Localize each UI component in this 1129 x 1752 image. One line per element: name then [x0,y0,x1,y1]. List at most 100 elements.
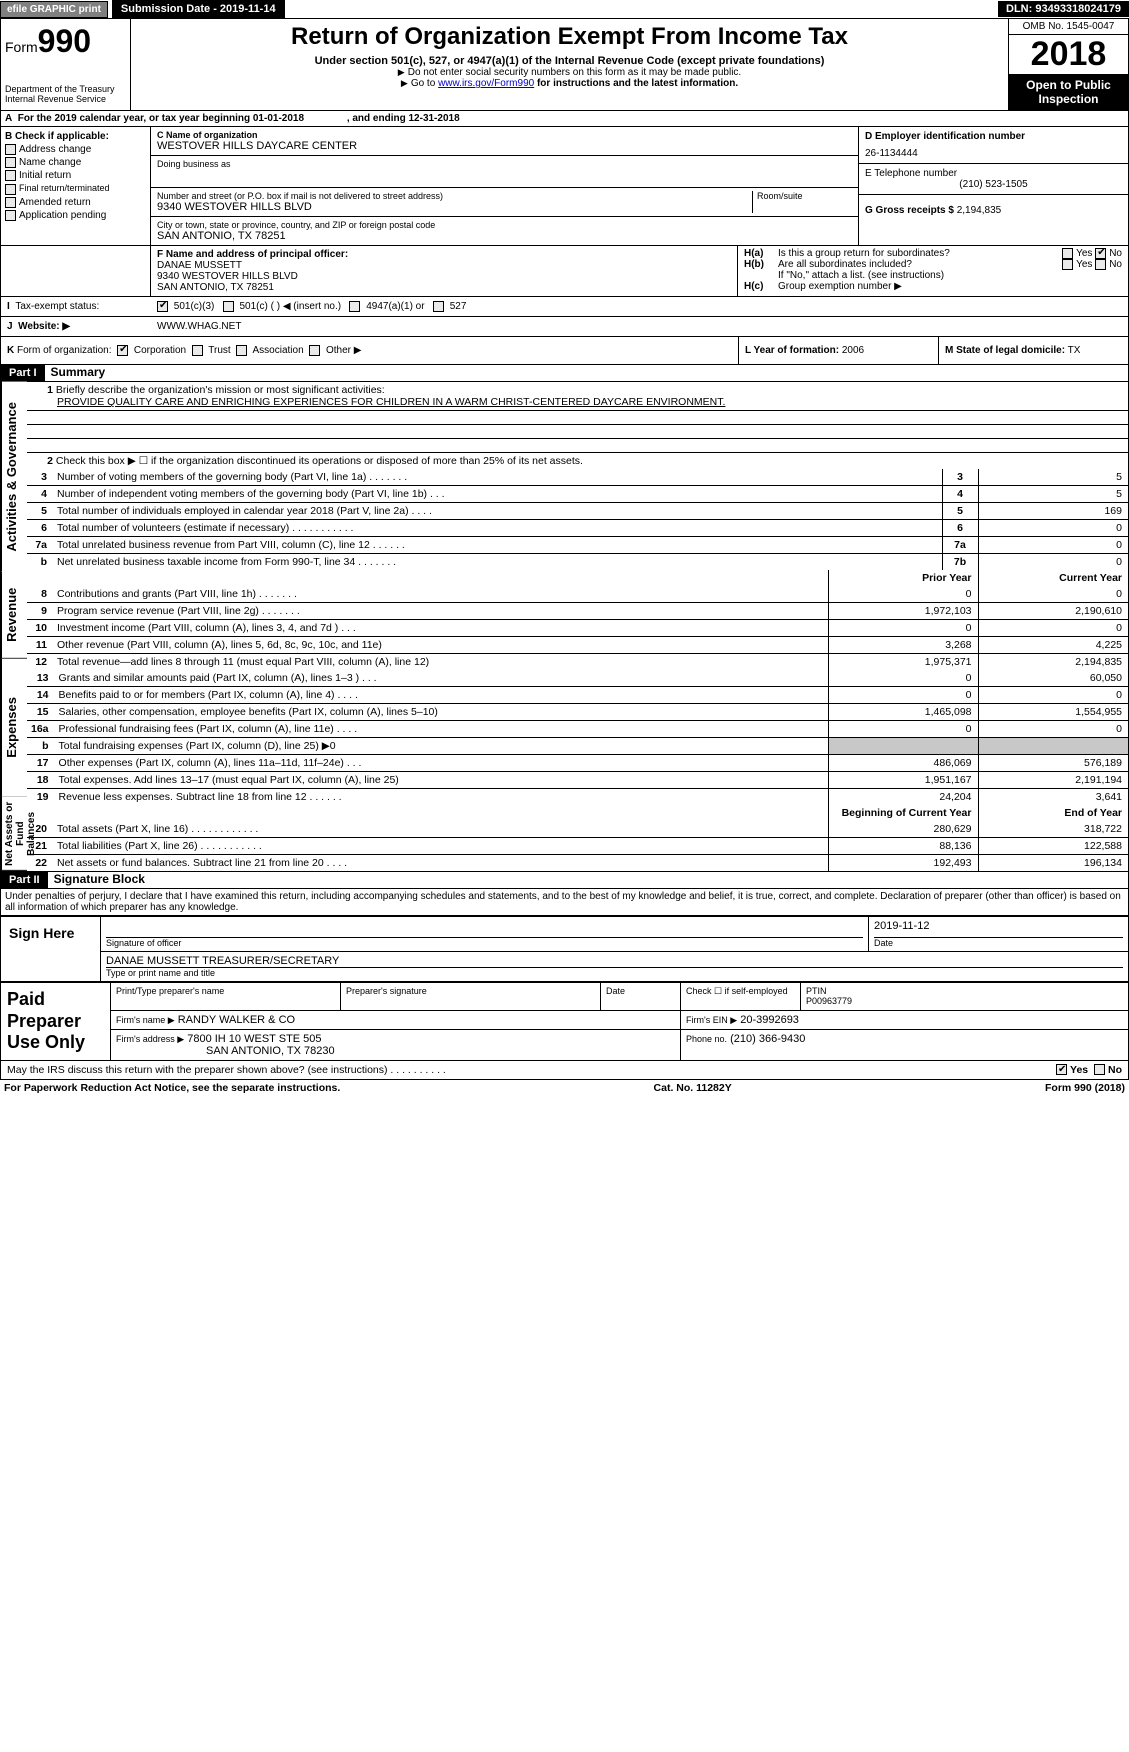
table-row: 22Net assets or fund balances. Subtract … [27,855,1128,872]
row-a: A For the 2019 calendar year, or tax yea… [0,111,1129,127]
chk-initial-return[interactable]: Initial return [5,170,146,181]
table-row: 14Benefits paid to or for members (Part … [27,687,1128,704]
chk-assoc[interactable] [236,345,247,356]
table-row: bNet unrelated business taxable income f… [27,554,1128,571]
prep-sig-label: Preparer's signature [341,983,601,1010]
table-row: 9Program service revenue (Part VIII, lin… [27,603,1128,620]
phone-label: E Telephone number [865,168,1122,179]
table-row: 17Other expenses (Part IX, column (A), l… [27,755,1128,772]
chk-final-return[interactable]: Final return/terminated [5,183,146,194]
discuss-no[interactable] [1094,1064,1105,1075]
phone-value: (210) 523-1505 [865,179,1122,190]
vlabel-governance: Activities & Governance [1,382,27,572]
line2: 2 Check this box ▶ ☐ if the organization… [27,453,1128,469]
chk-app-pending[interactable]: Application pending [5,210,146,221]
footer-left: For Paperwork Reduction Act Notice, see … [4,1082,340,1094]
vlabel-revenue: Revenue [1,572,27,659]
chk-4947[interactable] [349,301,360,312]
governance-table: 3Number of voting members of the governi… [27,469,1128,570]
hq-b: Are all subordinates included? [778,259,1062,270]
website-row: J Website: ▶ WWW.WHAG.NET [0,317,1129,337]
sign-here-block: Sign Here Signature of officer 2019-11-1… [0,916,1129,982]
website-value: WWW.WHAG.NET [151,317,1128,336]
paid-preparer-label: Paid Preparer Use Only [1,983,111,1061]
efile-button[interactable]: efile GRAPHIC print [0,1,108,18]
chk-trust[interactable] [192,345,203,356]
officer-name: DANAE MUSSETT [157,260,731,271]
table-row: 21Total liabilities (Part X, line 26) . … [27,838,1128,855]
klm-row: K Form of organization: Corporation Trus… [0,337,1129,365]
irs-link[interactable]: www.irs.gov/Form990 [438,78,534,89]
firm-name: RANDY WALKER & CO [178,1014,295,1026]
sig-officer-label: Signature of officer [106,938,863,948]
revenue-table: Prior Year Current Year 8Contributions a… [27,570,1128,670]
ha-no[interactable] [1095,248,1106,259]
form-title: Return of Organization Exempt From Incom… [139,23,1000,51]
table-row: 20Total assets (Part X, line 16) . . . .… [27,821,1128,838]
firm-addr2: SAN ANTONIO, TX 78230 [116,1045,335,1057]
tax-year: 2018 [1009,35,1128,74]
form-number: Form990 [5,23,126,60]
chk-name-change[interactable]: Name change [5,157,146,168]
table-row: 11Other revenue (Part VIII, column (A), … [27,637,1128,654]
sig-name: DANAE MUSSETT TREASURER/SECRETARY [106,955,1123,968]
vlabel-expenses: Expenses [1,659,27,798]
street-label: Number and street (or P.O. box if mail i… [157,191,752,201]
chk-501c[interactable] [223,301,234,312]
officer-addr2: SAN ANTONIO, TX 78251 [157,282,731,293]
discuss-yes[interactable] [1056,1064,1067,1075]
dln-label: DLN: 93493318024179 [998,1,1129,17]
omb-number: OMB No. 1545-0047 [1009,19,1128,35]
footer-mid: Cat. No. 11282Y [654,1082,732,1094]
table-row: 19Revenue less expenses. Subtract line 1… [27,789,1128,806]
table-row: bTotal fundraising expenses (Part IX, co… [27,738,1128,755]
table-row: 4Number of independent voting members of… [27,486,1128,503]
city-label: City or town, state or province, country… [157,220,852,230]
table-row: 13Grants and similar amounts paid (Part … [27,670,1128,687]
hb-no[interactable] [1095,259,1106,270]
table-row: 7aTotal unrelated business revenue from … [27,537,1128,554]
hb-yes[interactable] [1062,259,1073,270]
prep-selfemp[interactable]: Check ☐ if self-employed [681,983,801,1010]
sign-here-label: Sign Here [1,917,101,982]
mission-text: PROVIDE QUALITY CARE AND ENRICHING EXPER… [33,396,725,408]
status-website-row: I Tax-exempt status: 501(c)(3) 501(c) ( … [0,297,1129,317]
ptin-value: P00963779 [806,996,1123,1006]
part2-header: Part IISignature Block [0,872,1129,889]
room-label: Room/suite [757,191,852,201]
discuss-row: May the IRS discuss this return with the… [0,1061,1129,1080]
table-row: 15Salaries, other compensation, employee… [27,704,1128,721]
table-row: 8Contributions and grants (Part VIII, li… [27,586,1128,603]
gross-receipts-value: 2,194,835 [957,205,1002,216]
street-value: 9340 WESTOVER HILLS BLVD [157,201,752,213]
firm-ein: 20-3992693 [740,1014,799,1026]
chk-527[interactable] [433,301,444,312]
perjury-text: Under penalties of perjury, I declare th… [0,889,1129,916]
chk-address-change[interactable]: Address change [5,144,146,155]
city-value: SAN ANTONIO, TX 78251 [157,230,852,242]
table-row: 3Number of voting members of the governi… [27,469,1128,486]
prep-name-label: Print/Type preparer's name [111,983,341,1010]
table-row: 16aProfessional fundraising fees (Part I… [27,721,1128,738]
year-formation: 2006 [842,345,864,356]
vlabel-netassets: Net Assets or Fund Balances [1,797,27,871]
table-row: 6Total number of volunteers (estimate if… [27,520,1128,537]
chk-amended[interactable]: Amended return [5,197,146,208]
form-subtitle: Under section 501(c), 527, or 4947(a)(1)… [139,55,1000,67]
identity-block: B Check if applicable: Address change Na… [0,127,1129,246]
line1: 1 Briefly describe the organization's mi… [27,382,1128,411]
sig-name-label: Type or print name and title [106,968,1123,978]
chk-501c3[interactable] [157,301,168,312]
officer-label: F Name and address of principal officer: [157,249,731,260]
chk-corp[interactable] [117,345,128,356]
expenses-table: 13Grants and similar amounts paid (Part … [27,670,1128,805]
ha-yes[interactable] [1062,248,1073,259]
top-bar: efile GRAPHIC print Submission Date - 20… [0,0,1129,18]
part1-header: Part ISummary [0,365,1129,382]
table-row: 12Total revenue—add lines 8 through 11 (… [27,654,1128,671]
hq-c: Group exemption number ▶ [778,281,902,292]
state-domicile: TX [1068,345,1081,356]
sig-date-label: Date [874,938,1123,948]
ein-label: D Employer identification number [865,131,1122,142]
chk-other[interactable] [309,345,320,356]
